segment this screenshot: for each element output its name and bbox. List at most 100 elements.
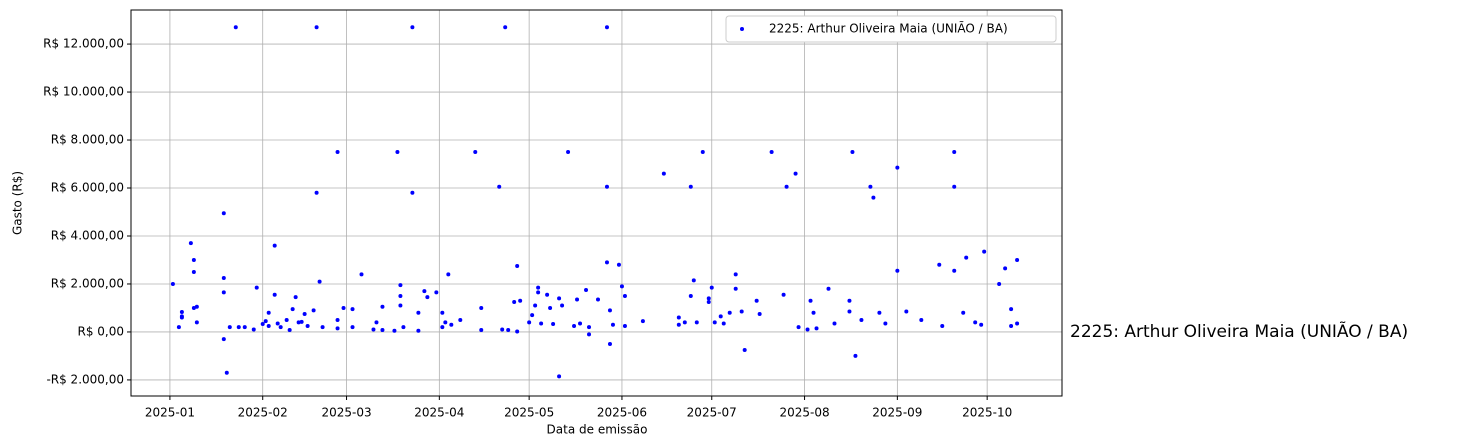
point [1015,321,1020,326]
point [904,309,909,314]
x-tick-label: 2025-08 [779,406,829,420]
point [311,308,316,313]
point [733,286,738,291]
point [401,325,406,330]
x-tick-label: 2025-01 [145,406,195,420]
point [619,284,624,289]
point [640,319,645,324]
point [548,305,553,310]
point [458,317,463,322]
point [503,25,508,30]
point [266,310,271,315]
point [712,320,717,325]
point [853,353,858,358]
y-tick-label: R$ 4.000,00 [51,228,124,242]
point [314,25,319,30]
point [572,323,577,328]
point [374,320,379,325]
y-tick-label: R$ 10.000,00 [43,85,124,99]
point [242,325,247,330]
point [506,328,511,333]
point [254,285,259,290]
y-tick-label: R$ 8.000,00 [51,133,124,147]
x-axis-label: Data de emissão [547,423,648,437]
point [982,249,987,254]
point [754,298,759,303]
point [287,328,292,333]
point [793,171,798,176]
point [727,310,732,315]
point [587,325,592,330]
point [392,328,397,333]
point [536,285,541,290]
point [1009,323,1014,328]
point [284,317,289,322]
point [566,150,571,155]
point [236,325,241,330]
point [919,317,924,322]
point [883,321,888,326]
point [781,292,786,297]
point [973,320,978,325]
point [961,310,966,315]
x-tick-label: 2025-09 [872,406,922,420]
point [515,263,520,268]
point [539,321,544,326]
point [473,150,478,155]
point [425,295,430,300]
point [530,313,535,318]
point [536,290,541,295]
point [179,314,184,319]
point [410,25,415,30]
point [545,292,550,297]
point [721,321,726,326]
point [512,299,517,304]
point [221,275,226,280]
point [604,260,609,265]
point [584,287,589,292]
point [895,268,900,273]
point [805,327,810,332]
point [296,320,301,325]
y-tick-label: -R$ 2.000,00 [46,372,124,386]
point [757,311,762,316]
point [497,184,502,189]
x-tick-label: 2025-06 [597,406,647,420]
point [742,347,747,352]
x-tick-label: 2025-05 [504,406,554,420]
point [700,150,705,155]
point [688,184,693,189]
point [769,150,774,155]
point [997,281,1002,286]
point [784,184,789,189]
point [398,303,403,308]
point [979,322,984,327]
point [610,322,615,327]
point [314,190,319,195]
annotation: 2225: Arthur Oliveira Maia (UNIÃO / BA) [1070,320,1408,342]
point [850,150,855,155]
point [877,310,882,315]
x-tick-label: 2025-10 [962,406,1012,420]
point [260,322,265,327]
point [341,305,346,310]
y-tick-label: R$ 6.000,00 [51,181,124,195]
point [191,305,196,310]
point [224,370,229,375]
point [479,305,484,310]
point [443,320,448,325]
point [868,184,873,189]
point [305,323,310,328]
point [709,285,714,290]
point [398,293,403,298]
point [739,309,744,314]
point [622,293,627,298]
legend-marker [740,27,744,31]
legend-label: 2225: Arthur Oliveira Maia (UNIÃO / BA) [769,21,1008,36]
point [293,295,298,300]
point [221,290,226,295]
point [335,150,340,155]
point [826,286,831,291]
point [859,317,864,322]
